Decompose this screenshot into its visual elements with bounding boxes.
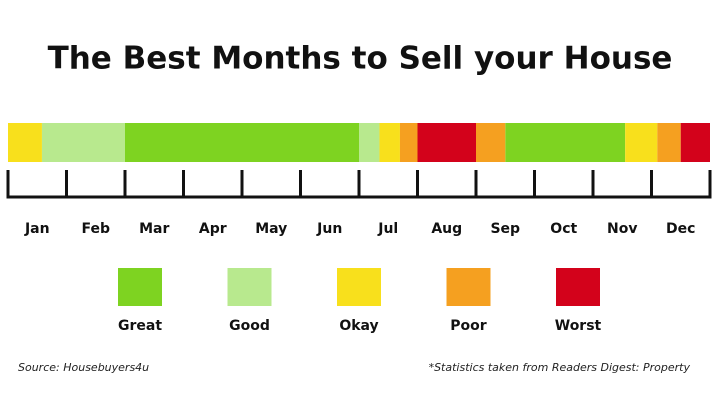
legend-swatch: [227, 268, 272, 306]
segment: [476, 123, 506, 162]
segment: [505, 123, 626, 162]
legend-label: Good: [229, 318, 270, 334]
month-label: Jul: [377, 221, 398, 237]
month-label: Jan: [24, 221, 50, 237]
segment: [625, 123, 658, 162]
segment: [399, 123, 418, 162]
legend-label: Poor: [450, 318, 486, 334]
segment: [359, 123, 380, 162]
legend-label: Worst: [555, 318, 602, 334]
legend-label: Okay: [339, 318, 378, 334]
segment: [657, 123, 681, 162]
legend-swatch: [337, 268, 381, 306]
month-label: Mar: [139, 221, 169, 237]
legend-swatch: [118, 268, 162, 306]
month-label: Aug: [431, 221, 462, 237]
month-label: Dec: [666, 221, 695, 237]
segment: [125, 123, 359, 162]
legend-swatch: [446, 268, 491, 306]
source: Source: Housebuyers4u: [18, 361, 149, 374]
legend-swatch: [556, 268, 600, 306]
chart-title: The Best Months to Sell your House: [48, 41, 673, 77]
month-label: Jun: [316, 221, 342, 237]
month-label: May: [255, 221, 287, 237]
segment: [379, 123, 400, 162]
month-label: Sep: [490, 221, 520, 237]
segment: [417, 123, 476, 162]
month-label: Apr: [199, 221, 227, 237]
segment: [41, 123, 125, 162]
segment: [680, 123, 710, 162]
month-label: Oct: [550, 221, 577, 237]
month-label: Feb: [81, 221, 110, 237]
month-label: Nov: [607, 221, 637, 237]
note: *Statistics taken from Readers Digest: P…: [429, 361, 691, 374]
segment: [8, 123, 42, 162]
legend-label: Great: [118, 318, 162, 334]
